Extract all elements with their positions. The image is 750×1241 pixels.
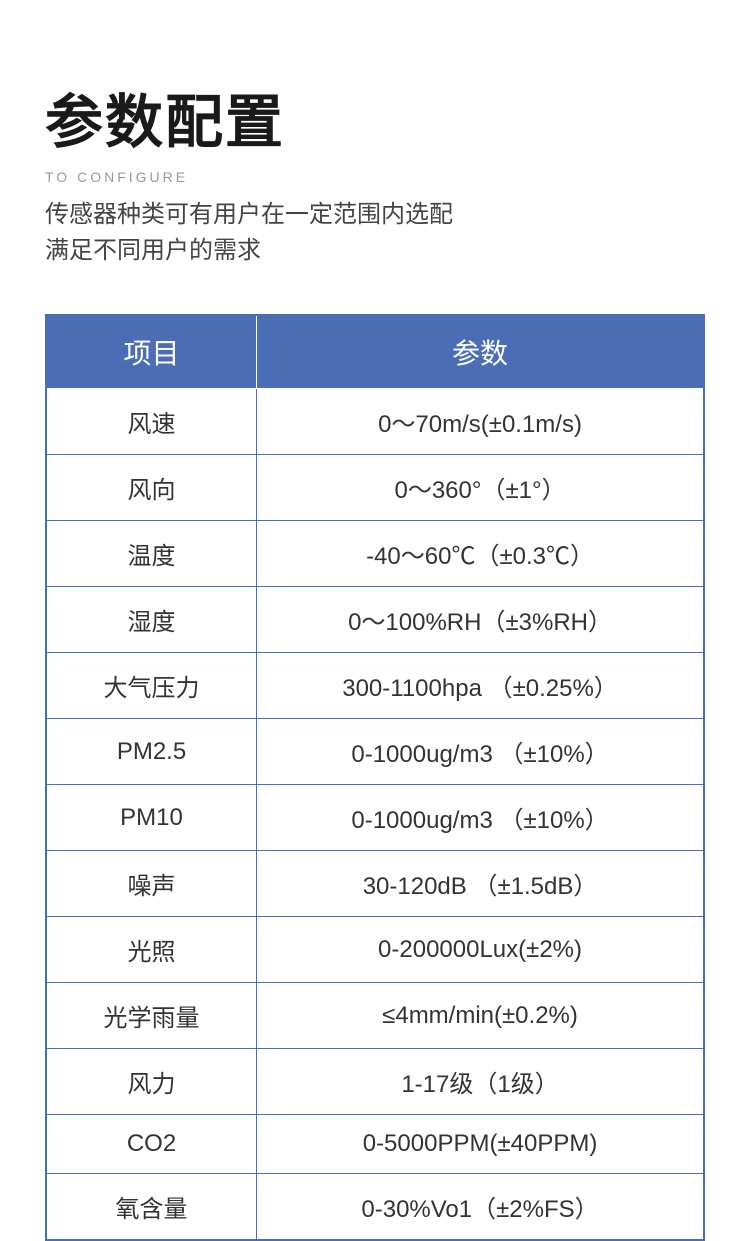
table-cell-param: 0～100%RH（±3%RH） [257,587,704,653]
table-cell-item: 温度 [46,521,257,587]
description-text: 传感器种类可有用户在一定范围内选配 满足不同用户的需求 [45,197,705,269]
table-row: CO20-5000PPM(±40PPM) [46,1115,704,1174]
table-cell-item: 风向 [46,455,257,521]
table-cell-param: 0-5000PPM(±40PPM) [257,1115,704,1174]
description-line: 满足不同用户的需求 [45,233,705,269]
table-row: 大气压力300-1100hpa （±0.25%） [46,653,704,719]
table-header-row: 项目 参数 [46,315,704,389]
table-row: 风速0～70m/s(±0.1m/s) [46,389,704,455]
table-cell-param: 300-1100hpa （±0.25%） [257,653,704,719]
table-row: PM100-1000ug/m3 （±10%） [46,785,704,851]
table-cell-item: 湿度 [46,587,257,653]
table-cell-param: 1-17级（1级） [257,1049,704,1115]
table-cell-item: 光照 [46,917,257,983]
table-row: 风力1-17级（1级） [46,1049,704,1115]
table-cell-item: 风速 [46,389,257,455]
table-cell-item: 氧含量 [46,1174,257,1241]
subtitle-english: TO CONFIGURE [45,169,705,185]
table-cell-param: 0～360°（±1°） [257,455,704,521]
table-row: 湿度0～100%RH（±3%RH） [46,587,704,653]
table-cell-param: -40～60℃（±0.3℃） [257,521,704,587]
table-row: 风向0～360°（±1°） [46,455,704,521]
table-cell-param: 30-120dB （±1.5dB） [257,851,704,917]
table-cell-param: 0-1000ug/m3 （±10%） [257,785,704,851]
page-title: 参数配置 [45,75,705,159]
table-cell-item: 风力 [46,1049,257,1115]
table-cell-param: 0-30%Vo1（±2%FS） [257,1174,704,1241]
spec-table: 项目 参数 风速0～70m/s(±0.1m/s)风向0～360°（±1°）温度-… [45,314,705,1241]
table-row: 氧含量0-30%Vo1（±2%FS） [46,1174,704,1241]
table-cell-param: 0-1000ug/m3 （±10%） [257,719,704,785]
table-row: 温度-40～60℃（±0.3℃） [46,521,704,587]
description-line: 传感器种类可有用户在一定范围内选配 [45,197,705,233]
table-row: 光照0-200000Lux(±2%) [46,917,704,983]
table-cell-item: CO2 [46,1115,257,1174]
table-header-param: 参数 [257,315,704,389]
table-header-item: 项目 [46,315,257,389]
table-cell-param: ≤4mm/min(±0.2%) [257,983,704,1049]
table-cell-item: 噪声 [46,851,257,917]
table-cell-param: 0～70m/s(±0.1m/s) [257,389,704,455]
table-row: 光学雨量≤4mm/min(±0.2%) [46,983,704,1049]
table-row: 噪声30-120dB （±1.5dB） [46,851,704,917]
table-row: PM2.50-1000ug/m3 （±10%） [46,719,704,785]
header-section: 参数配置 TO CONFIGURE 传感器种类可有用户在一定范围内选配 满足不同… [45,75,705,269]
table-cell-item: 光学雨量 [46,983,257,1049]
table-cell-item: PM10 [46,785,257,851]
table-cell-item: 大气压力 [46,653,257,719]
table-cell-item: PM2.5 [46,719,257,785]
table-cell-param: 0-200000Lux(±2%) [257,917,704,983]
